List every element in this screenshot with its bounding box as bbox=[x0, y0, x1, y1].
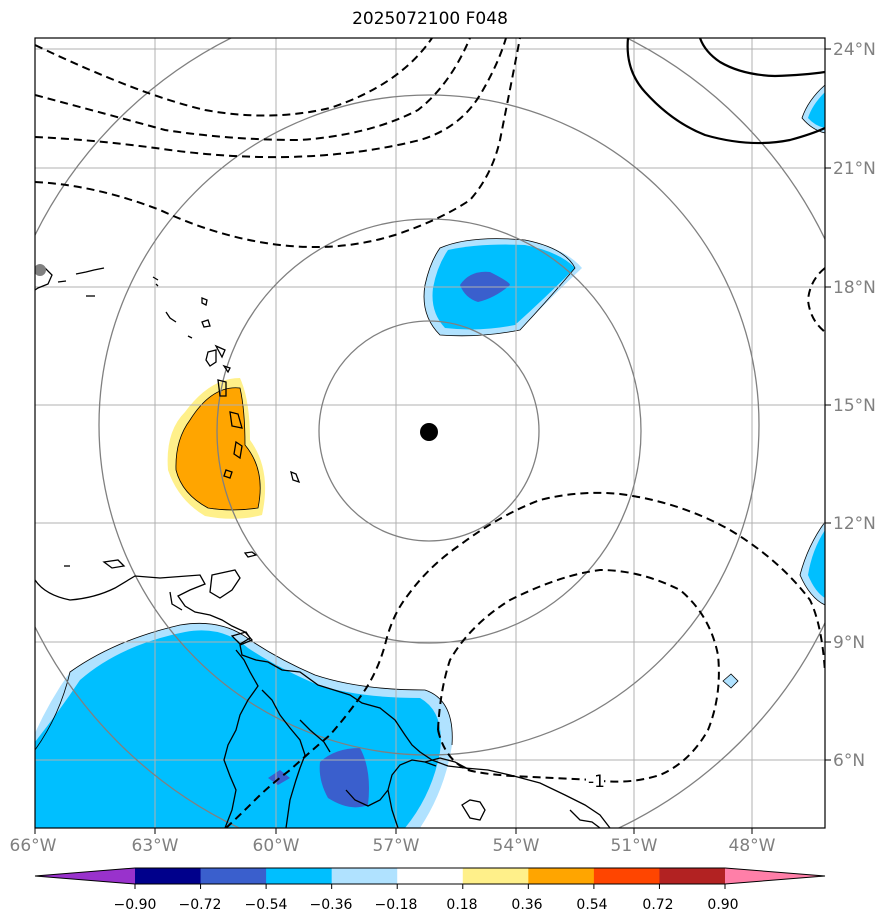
colorbar-segment bbox=[462, 868, 529, 884]
lon-label: 63°W bbox=[132, 836, 179, 856]
shaded-field-layer bbox=[35, 85, 825, 828]
colorbar-extend-low bbox=[35, 868, 135, 884]
lat-label: 12°N bbox=[833, 514, 876, 534]
colorbar-tick-label: 0.18 bbox=[446, 897, 477, 913]
colorbar-tick-label: −0.54 bbox=[245, 897, 288, 913]
map-area: -1 bbox=[35, 38, 825, 828]
lat-label: 6°N bbox=[833, 751, 865, 771]
lat-label: 18°N bbox=[833, 278, 876, 298]
colorbar-tick-label: 0.36 bbox=[511, 897, 542, 913]
colorbar-segment bbox=[397, 868, 464, 884]
colorbar bbox=[34, 867, 826, 889]
colorbar-extend-high bbox=[725, 868, 825, 884]
colorbar-segment bbox=[331, 868, 398, 884]
lat-label: 21°N bbox=[833, 159, 876, 179]
lon-label: 66°W bbox=[10, 836, 57, 856]
lon-labels: 66°W 63°W 60°W 57°W 54°W 51°W 48°W bbox=[10, 836, 776, 856]
colorbar-tick-label: −0.18 bbox=[375, 897, 418, 913]
lat-label: 15°N bbox=[833, 396, 876, 416]
coastlines bbox=[35, 267, 611, 828]
lat-labels: 24°N 21°N 18°N 15°N 12°N 9°N 6°N bbox=[833, 40, 876, 771]
colorbar-tick-label: −0.72 bbox=[179, 897, 222, 913]
axis-ticks bbox=[34, 48, 831, 834]
colorbar-segment bbox=[200, 868, 267, 884]
lon-label: 57°W bbox=[373, 836, 420, 856]
storm-center-dot bbox=[420, 423, 438, 441]
lat-label: 24°N bbox=[833, 40, 876, 60]
lon-label: 51°W bbox=[611, 836, 658, 856]
colorbar-segment bbox=[659, 868, 726, 884]
colorbar-segment bbox=[593, 868, 660, 884]
lat-label: 9°N bbox=[833, 633, 865, 653]
colorbar-tick-labels: −0.90 −0.72 −0.54 −0.36 −0.18 0.18 0.36 … bbox=[114, 897, 739, 913]
colorbar-segment bbox=[266, 868, 333, 884]
dashed-contours bbox=[35, 38, 825, 828]
station-dot bbox=[35, 264, 46, 276]
map-title: 2025072100 F048 bbox=[352, 9, 508, 29]
colorbar-segment bbox=[135, 868, 202, 884]
contour-label-bg bbox=[586, 770, 604, 790]
lon-label: 54°W bbox=[493, 836, 540, 856]
colorbar-tick-label: −0.90 bbox=[114, 897, 157, 913]
colorbar-tick-label: −0.36 bbox=[310, 897, 353, 913]
colorbar-tick-label: 0.72 bbox=[642, 897, 673, 913]
range-rings bbox=[35, 38, 825, 828]
lon-label: 48°W bbox=[729, 836, 776, 856]
map-frame bbox=[34, 37, 826, 829]
colorbar-tick-label: 0.54 bbox=[576, 897, 607, 913]
lon-label: 60°W bbox=[253, 836, 300, 856]
solid-contours bbox=[626, 38, 825, 145]
contour-label: -1 bbox=[588, 772, 605, 792]
colorbar-segment bbox=[528, 868, 595, 884]
colorbar-tick-label: 0.90 bbox=[707, 897, 738, 913]
gridlines bbox=[35, 38, 825, 828]
